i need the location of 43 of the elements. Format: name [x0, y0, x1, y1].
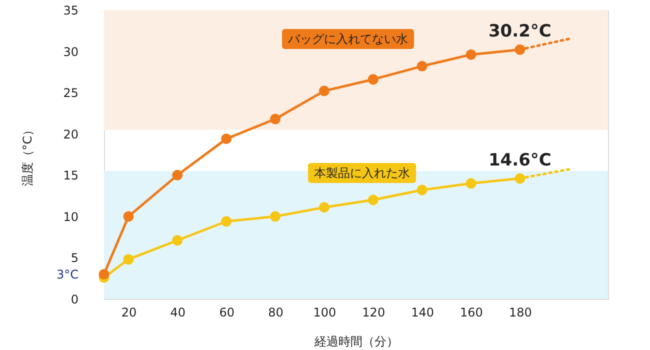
point — [123, 211, 134, 222]
point — [416, 60, 428, 72]
point — [368, 194, 378, 206]
x-tick-label: 100 — [313, 306, 336, 320]
point — [466, 49, 476, 60]
point — [98, 268, 110, 280]
y-tick-label: 25 — [63, 86, 78, 100]
series-label: 本製品に入れた水 — [314, 166, 410, 180]
point — [514, 44, 526, 55]
x-tick-label: 160 — [460, 306, 483, 320]
x-tick-label: 40 — [170, 306, 186, 320]
x-tick-label: 140 — [411, 306, 434, 320]
data-label: 30.2°C — [488, 22, 552, 42]
point — [514, 173, 526, 184]
x-axis-title: 経過時間（分） — [314, 334, 398, 348]
y-tick-label: 20 — [63, 127, 78, 142]
point — [318, 86, 330, 96]
x-tick-label: 80 — [268, 306, 284, 320]
y-tick-label: 0 — [70, 292, 78, 306]
y-tick-label: 35 — [63, 4, 78, 18]
point — [416, 184, 428, 196]
point — [368, 74, 378, 85]
data-label: 14.6°C — [488, 150, 552, 170]
point — [270, 211, 281, 222]
y-tick-label: 5 — [70, 251, 78, 266]
y-axis-title: 温度（°C） — [20, 124, 34, 186]
y-tick-label: 10 — [63, 210, 78, 224]
point — [172, 235, 183, 246]
point — [466, 178, 476, 189]
point — [270, 114, 281, 124]
point — [221, 134, 232, 144]
x-tick-label: 180 — [508, 306, 532, 320]
point — [172, 170, 183, 180]
point — [318, 202, 330, 213]
x-tick-label: 60 — [219, 306, 234, 320]
point — [123, 254, 134, 265]
series-label: バッグに入れてない水 — [287, 32, 408, 46]
y-tick-label: 15 — [63, 168, 78, 183]
x-tick-label: 120 — [362, 306, 386, 320]
point — [221, 216, 232, 227]
y-tick-label: 3°C — [56, 268, 78, 282]
x-tick-label: 20 — [121, 306, 137, 320]
y-tick-label: 30 — [63, 44, 78, 59]
